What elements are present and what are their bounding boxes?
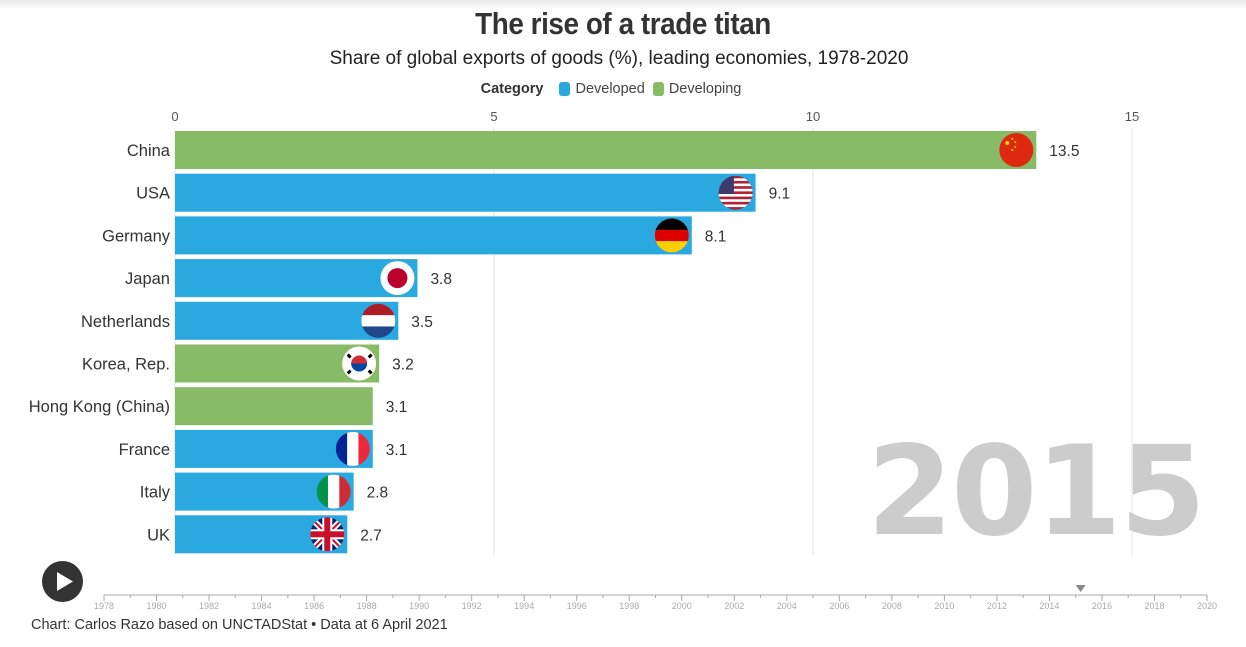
- value-label: 3.1: [386, 399, 408, 416]
- netherlands-flag-icon: [361, 303, 396, 338]
- value-label: 2.7: [360, 527, 382, 544]
- legend: Category Developed Developing: [0, 81, 1230, 97]
- timeline-year-label[interactable]: 2020: [1197, 601, 1217, 611]
- x-tick-label: 10: [806, 109, 820, 124]
- bar-group: Netherlands 3.5: [81, 301, 433, 340]
- category-label: Netherlands: [81, 313, 170, 331]
- timeline-year-label[interactable]: 2008: [882, 601, 902, 611]
- timeline-year-label[interactable]: 1992: [462, 601, 482, 611]
- legend-swatch-developed: [559, 82, 571, 96]
- legend-title: Category: [480, 81, 544, 97]
- value-label: 8.1: [705, 228, 727, 245]
- bar: [175, 131, 1037, 169]
- timeline-year-label[interactable]: 1990: [409, 601, 429, 611]
- chart-credit: Chart: Carlos Razo based on UNCTADStat •…: [31, 617, 448, 633]
- timeline-year-label[interactable]: 2010: [934, 601, 954, 611]
- timeline-year-label[interactable]: 2018: [1144, 601, 1164, 611]
- legend-item-developed[interactable]: Developed: [559, 81, 645, 97]
- value-label: 3.8: [430, 271, 452, 288]
- china-flag-icon: [999, 133, 1034, 167]
- chart-subtitle: Share of global exports of goods (%), le…: [329, 48, 909, 69]
- italy-flag-icon: [316, 474, 351, 509]
- timeline-year-label[interactable]: 2006: [829, 601, 849, 611]
- timeline-year-label[interactable]: 2014: [1039, 601, 1059, 611]
- bar-group: Korea, Rep. 3.2: [82, 344, 414, 383]
- timeline-year-label[interactable]: 2000: [672, 601, 692, 611]
- timeline-slider[interactable]: 1978 1980 1982 1984 1986 1988 1990 1992 1994 1996…: [0, 578, 1246, 614]
- bar: [175, 387, 373, 426]
- timeline-year-label[interactable]: 2004: [777, 601, 797, 611]
- value-label: 13.5: [1049, 143, 1079, 160]
- bar-group: China 13.5: [127, 131, 1079, 169]
- timeline-year-label[interactable]: 1982: [199, 601, 219, 611]
- bar: [175, 173, 756, 212]
- category-label: UK: [147, 526, 170, 544]
- bar-group: France 3.1: [119, 429, 408, 468]
- timeline-year-label[interactable]: 1984: [252, 601, 272, 611]
- bar-group: UK 2.7: [147, 515, 382, 554]
- value-label: 9.1: [769, 186, 791, 203]
- play-button[interactable]: [42, 561, 83, 602]
- value-label: 3.2: [392, 357, 414, 374]
- timeline-year-label[interactable]: 2016: [1092, 601, 1112, 611]
- bar-group: Japan 3.8: [125, 259, 452, 298]
- korea-flag-icon: [342, 346, 377, 381]
- x-tick-label: 5: [490, 109, 497, 124]
- value-label: 3.1: [386, 442, 408, 459]
- timeline-year-label[interactable]: 2002: [724, 601, 744, 611]
- uk-flag-icon: [310, 517, 345, 552]
- timeline-year-label[interactable]: 2012: [987, 601, 1007, 611]
- chart-title: The rise of a trade titan: [475, 6, 771, 41]
- x-tick-label: 15: [1125, 109, 1139, 124]
- japan-flag-icon: [380, 261, 415, 296]
- bar: [175, 216, 692, 255]
- timeline-year-label[interactable]: 1978: [94, 601, 114, 611]
- x-tick-label: 0: [171, 109, 178, 124]
- category-label: Japan: [125, 270, 170, 288]
- top-shade: [0, 0, 1246, 10]
- timeline-year-label[interactable]: 1986: [304, 601, 324, 611]
- legend-item-developing[interactable]: Developing: [652, 81, 742, 97]
- timeline-year-label[interactable]: 1998: [619, 601, 639, 611]
- bar: [175, 259, 418, 298]
- value-label: 2.8: [367, 485, 389, 502]
- legend-swatch-developing: [652, 82, 664, 96]
- legend-label-developing: Developing: [668, 81, 742, 97]
- category-label: USA: [136, 185, 170, 203]
- germany-flag-icon: [654, 218, 689, 253]
- bar-group: Hong Kong (China) 3.1: [29, 387, 408, 426]
- play-icon: [57, 572, 73, 591]
- category-label: Germany: [102, 227, 171, 245]
- bar-group: Italy 2.8: [140, 472, 389, 511]
- timeline-year-label[interactable]: 1988: [357, 601, 377, 611]
- timeline-handle[interactable]: [1075, 585, 1086, 592]
- category-label: China: [127, 142, 171, 160]
- category-label: France: [119, 441, 170, 459]
- category-label: Korea, Rep.: [82, 356, 170, 374]
- legend-label-developed: Developed: [575, 81, 645, 97]
- value-label: 3.5: [411, 314, 433, 331]
- bar-group: Germany 8.1: [102, 216, 727, 255]
- bar: [175, 301, 399, 340]
- category-label: Hong Kong (China): [29, 398, 170, 416]
- bar-group: USA 9.1: [136, 173, 791, 212]
- timeline-year-label[interactable]: 1980: [147, 601, 167, 611]
- bar-chart: 0 5 10 15 China 13.5 USA 9.1 Germany 8.1 Japan 3.8 N…: [29, 109, 1139, 555]
- current-year-watermark: 2015: [866, 420, 1206, 564]
- category-label: Italy: [140, 484, 171, 502]
- france-flag-icon: [335, 431, 370, 466]
- timeline-year-label[interactable]: 1994: [514, 601, 534, 611]
- timeline-year-label[interactable]: 1996: [567, 601, 587, 611]
